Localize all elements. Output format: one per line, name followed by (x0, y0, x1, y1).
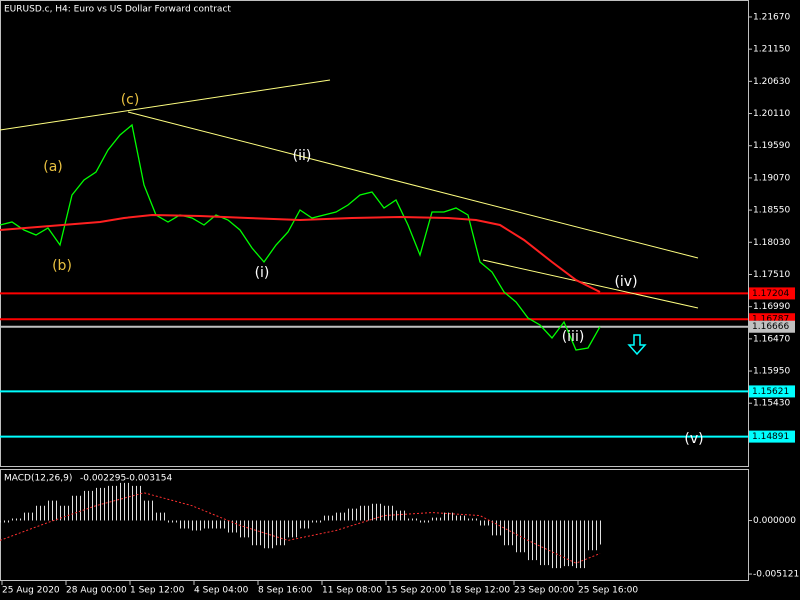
x-tick-label: 23 Sep 00:00 (514, 586, 574, 596)
trendline (127, 111, 699, 259)
level-label-box (749, 430, 795, 443)
wave-label: (a) (43, 159, 63, 175)
level-label: 1.17204 (752, 289, 789, 299)
x-tick-label: 4 Sep 04:00 (194, 586, 249, 596)
y-tick-label: 1.15950 (753, 367, 790, 377)
y-tick-label: 1.21670 (753, 12, 790, 22)
x-tick-label: 25 Sep 16:00 (578, 586, 638, 596)
y-tick-label: 1.17510 (753, 270, 790, 280)
y-tick-label: 1.19070 (753, 173, 790, 183)
level-label: 1.15621 (752, 387, 789, 397)
macd-signal (0, 492, 601, 564)
x-tick-label: 25 Aug 2020 (2, 586, 60, 596)
wave-label: (iii) (562, 329, 585, 345)
x-tick-label: 8 Sep 16:00 (258, 586, 313, 596)
wave-label: (ii) (293, 148, 312, 164)
level-label-box (749, 287, 795, 300)
x-tick-label: 15 Sep 20:00 (386, 586, 446, 596)
y-tick-label: 1.20110 (753, 109, 790, 119)
y-tick-label: 1.16470 (753, 334, 790, 344)
y-tick-label: 1.18030 (753, 238, 790, 248)
y-tick-label: 1.19590 (753, 141, 790, 151)
macd-title: MACD(12,26,9) (4, 474, 72, 484)
chart-title: EURUSD.c, H4: Euro vs US Dollar Forward … (4, 5, 231, 15)
trendline (0, 79, 331, 131)
price-line (0, 123, 601, 351)
level-label: 1.14891 (752, 432, 789, 442)
macd-value: -0.002295 (80, 474, 126, 484)
x-tick-label: 11 Sep 08:00 (322, 586, 382, 596)
level-label: 1.16787 (752, 315, 789, 325)
macd-frame (0, 469, 749, 581)
y-tick-label: 0.000000 (753, 516, 796, 526)
macd-signal-value: -0.003154 (126, 474, 172, 484)
trendline (482, 259, 699, 309)
y-tick-label: 1.20630 (753, 77, 790, 87)
y-tick-label: 1.18550 (753, 206, 790, 216)
y-tick-label: 1.21150 (753, 45, 790, 55)
moving-average (0, 213, 601, 293)
level-label-box (749, 385, 795, 398)
wave-label: (v) (684, 431, 703, 447)
x-tick-label: 28 Aug 00:00 (66, 586, 127, 596)
main-frame (0, 0, 749, 467)
signal-arrow (627, 334, 647, 356)
y-tick-label: 1.15430 (753, 399, 790, 409)
y-tick-label: 1.16990 (753, 302, 790, 312)
x-tick-label: 1 Sep 12:00 (130, 586, 185, 596)
level-label: 1.16666 (752, 322, 789, 332)
wave-label: (b) (52, 258, 72, 274)
wave-label: (c) (121, 92, 140, 108)
y-tick-label: -0.005121 (753, 570, 799, 580)
wave-label: (i) (255, 265, 270, 281)
level-label-box (749, 320, 795, 333)
wave-label: (iv) (614, 274, 637, 290)
x-tick-label: 18 Sep 12:00 (450, 586, 510, 596)
